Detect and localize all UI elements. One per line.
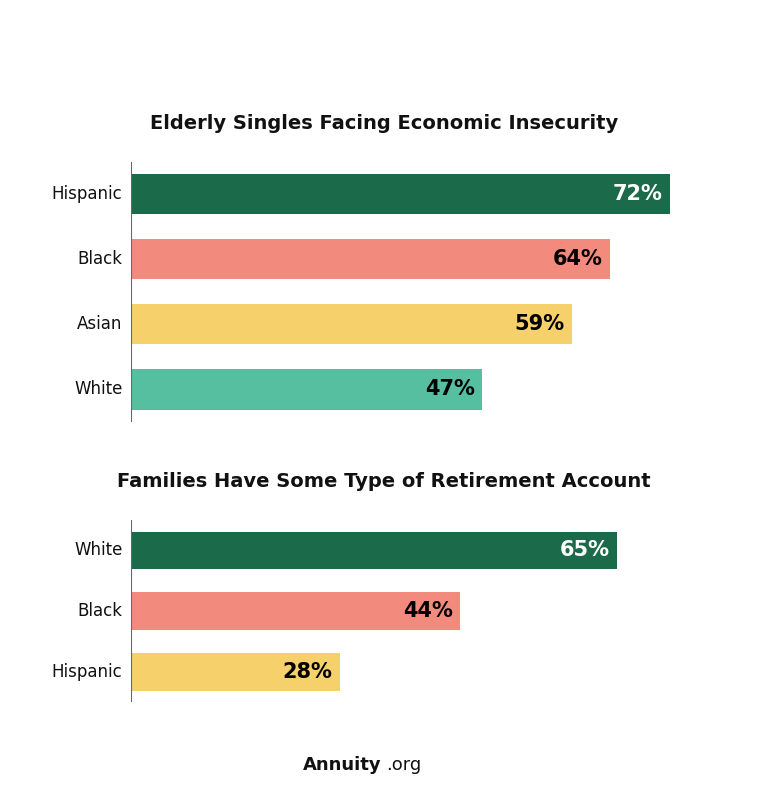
- Bar: [131, 304, 572, 345]
- Bar: [131, 532, 617, 570]
- Text: 64%: 64%: [552, 249, 602, 269]
- Bar: [131, 174, 670, 214]
- Text: Hispanic: Hispanic: [51, 663, 123, 681]
- Bar: [131, 239, 610, 279]
- Bar: [131, 653, 340, 691]
- Text: Elderly Singles Facing Economic Insecurity: Elderly Singles Facing Economic Insecuri…: [150, 114, 618, 133]
- Text: 72%: 72%: [612, 184, 662, 204]
- Bar: [131, 592, 460, 630]
- Text: Black: Black: [78, 602, 123, 621]
- Text: 44%: 44%: [402, 601, 452, 621]
- Text: White: White: [74, 541, 123, 559]
- Text: 47%: 47%: [425, 379, 475, 400]
- Bar: [131, 369, 482, 409]
- Text: .org: .org: [386, 756, 422, 774]
- Text: Families Have Some Type of Retirement Account: Families Have Some Type of Retirement Ac…: [118, 472, 650, 490]
- Text: Black: Black: [78, 250, 123, 269]
- Text: Annuity: Annuity: [303, 756, 382, 774]
- Text: Retirement Savings by Race: Retirement Savings by Race: [119, 20, 649, 53]
- Text: Asian: Asian: [78, 316, 123, 333]
- Text: Hispanic: Hispanic: [51, 185, 123, 203]
- Text: 59%: 59%: [515, 314, 565, 334]
- Text: 65%: 65%: [560, 540, 610, 561]
- Text: 28%: 28%: [283, 662, 333, 682]
- Text: White: White: [74, 380, 123, 398]
